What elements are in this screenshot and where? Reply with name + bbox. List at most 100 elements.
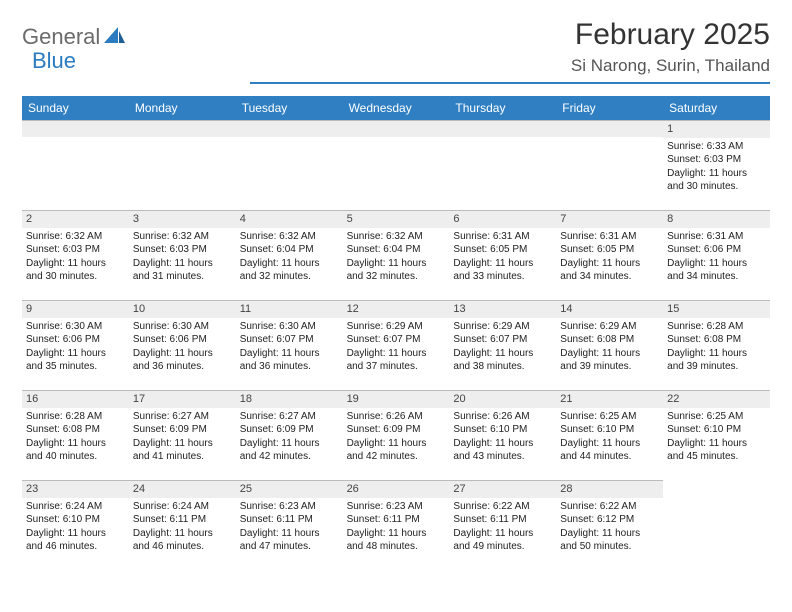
sunrise-line: Sunrise: 6:31 AM [667, 230, 766, 244]
sunset-line: Sunset: 6:05 PM [453, 243, 552, 257]
empty-cell [449, 120, 556, 210]
day-body: Sunrise: 6:22 AMSunset: 6:11 PMDaylight:… [449, 498, 556, 558]
day-cell: 9Sunrise: 6:30 AMSunset: 6:06 PMDaylight… [22, 300, 129, 390]
sunrise-line: Sunrise: 6:33 AM [667, 140, 766, 154]
sunrise-line: Sunrise: 6:23 AM [240, 500, 339, 514]
sunrise-line: Sunrise: 6:32 AM [240, 230, 339, 244]
day-cell: 6Sunrise: 6:31 AMSunset: 6:05 PMDaylight… [449, 210, 556, 300]
daylight-line: Daylight: 11 hours and 32 minutes. [347, 257, 446, 284]
day-cell: 27Sunrise: 6:22 AMSunset: 6:11 PMDayligh… [449, 480, 556, 570]
sunset-line: Sunset: 6:07 PM [453, 333, 552, 347]
sunrise-line: Sunrise: 6:32 AM [26, 230, 125, 244]
day-body: Sunrise: 6:29 AMSunset: 6:08 PMDaylight:… [556, 318, 663, 378]
day-cell: 11Sunrise: 6:30 AMSunset: 6:07 PMDayligh… [236, 300, 343, 390]
sunrise-line: Sunrise: 6:30 AM [240, 320, 339, 334]
day-number: 24 [129, 481, 236, 498]
day-number: 6 [449, 211, 556, 228]
title-block: February 2025 Si Narong, Surin, Thailand [250, 18, 770, 84]
daylight-line: Daylight: 11 hours and 34 minutes. [560, 257, 659, 284]
day-cell: 26Sunrise: 6:23 AMSunset: 6:11 PMDayligh… [343, 480, 450, 570]
sunset-line: Sunset: 6:08 PM [667, 333, 766, 347]
day-number: 10 [129, 301, 236, 318]
day-cell: 25Sunrise: 6:23 AMSunset: 6:11 PMDayligh… [236, 480, 343, 570]
sunrise-line: Sunrise: 6:27 AM [240, 410, 339, 424]
day-cell: 28Sunrise: 6:22 AMSunset: 6:12 PMDayligh… [556, 480, 663, 570]
daylight-line: Daylight: 11 hours and 32 minutes. [240, 257, 339, 284]
day-header-monday: Monday [129, 96, 236, 120]
sunset-line: Sunset: 6:03 PM [133, 243, 232, 257]
day-number: 20 [449, 391, 556, 408]
day-cell: 24Sunrise: 6:24 AMSunset: 6:11 PMDayligh… [129, 480, 236, 570]
daylight-line: Daylight: 11 hours and 42 minutes. [240, 437, 339, 464]
day-body: Sunrise: 6:28 AMSunset: 6:08 PMDaylight:… [22, 408, 129, 468]
sunset-line: Sunset: 6:09 PM [347, 423, 446, 437]
daylight-line: Daylight: 11 hours and 50 minutes. [560, 527, 659, 554]
sunset-line: Sunset: 6:10 PM [26, 513, 125, 527]
sunrise-line: Sunrise: 6:24 AM [133, 500, 232, 514]
sunrise-line: Sunrise: 6:26 AM [347, 410, 446, 424]
daylight-line: Daylight: 11 hours and 35 minutes. [26, 347, 125, 374]
day-number: 19 [343, 391, 450, 408]
sunset-line: Sunset: 6:10 PM [560, 423, 659, 437]
day-header-friday: Friday [556, 96, 663, 120]
sunset-line: Sunset: 6:04 PM [240, 243, 339, 257]
day-cell: 13Sunrise: 6:29 AMSunset: 6:07 PMDayligh… [449, 300, 556, 390]
day-body: Sunrise: 6:31 AMSunset: 6:06 PMDaylight:… [663, 228, 770, 288]
day-body: Sunrise: 6:33 AMSunset: 6:03 PMDaylight:… [663, 138, 770, 198]
daylight-line: Daylight: 11 hours and 34 minutes. [667, 257, 766, 284]
day-number: 28 [556, 481, 663, 498]
day-cell: 15 Sunrise: 6:28 AMSunset: 6:08 PMDayligh… [663, 300, 770, 390]
day-header-tuesday: Tuesday [236, 96, 343, 120]
daylight-line: Daylight: 11 hours and 39 minutes. [667, 347, 766, 374]
day-number: 21 [556, 391, 663, 408]
sunset-line: Sunset: 6:06 PM [133, 333, 232, 347]
day-number: 4 [236, 211, 343, 228]
day-header-saturday: Saturday [663, 96, 770, 120]
sunrise-line: Sunrise: 6:22 AM [453, 500, 552, 514]
daylight-line: Daylight: 11 hours and 33 minutes. [453, 257, 552, 284]
sunset-line: Sunset: 6:07 PM [240, 333, 339, 347]
daylight-line: Daylight: 11 hours and 38 minutes. [453, 347, 552, 374]
daylight-line: Daylight: 11 hours and 46 minutes. [26, 527, 125, 554]
day-body: Sunrise: 6:29 AMSunset: 6:07 PMDaylight:… [449, 318, 556, 378]
day-number: 26 [343, 481, 450, 498]
day-cell: 18Sunrise: 6:27 AMSunset: 6:09 PMDayligh… [236, 390, 343, 480]
sunrise-line: Sunrise: 6:31 AM [453, 230, 552, 244]
location-label: Si Narong, Surin, Thailand [250, 56, 770, 84]
daylight-line: Daylight: 11 hours and 30 minutes. [26, 257, 125, 284]
daylight-line: Daylight: 11 hours and 44 minutes. [560, 437, 659, 464]
sunrise-line: Sunrise: 6:28 AM [667, 320, 766, 334]
daylight-line: Daylight: 11 hours and 48 minutes. [347, 527, 446, 554]
day-cell: 4 Sunrise: 6:32 AMSunset: 6:04 PMDaylight… [236, 210, 343, 300]
calendar-grid: SundayMondayTuesdayWednesdayThursdayFrid… [22, 96, 770, 570]
empty-cell [556, 120, 663, 210]
day-number: 9 [22, 301, 129, 318]
sunset-line: Sunset: 6:03 PM [667, 153, 766, 167]
sunset-line: Sunset: 6:11 PM [347, 513, 446, 527]
day-body: Sunrise: 6:30 AMSunset: 6:06 PMDaylight:… [22, 318, 129, 378]
day-body: Sunrise: 6:31 AMSunset: 6:05 PMDaylight:… [449, 228, 556, 288]
day-cell: 17Sunrise: 6:27 AMSunset: 6:09 PMDayligh… [129, 390, 236, 480]
sunset-line: Sunset: 6:03 PM [26, 243, 125, 257]
daylight-line: Daylight: 11 hours and 31 minutes. [133, 257, 232, 284]
header: General February 2025 Si Narong, Surin, … [22, 18, 770, 84]
day-number: 15 [663, 301, 770, 318]
daylight-line: Daylight: 11 hours and 39 minutes. [560, 347, 659, 374]
sunrise-line: Sunrise: 6:24 AM [26, 500, 125, 514]
daylight-line: Daylight: 11 hours and 43 minutes. [453, 437, 552, 464]
sunset-line: Sunset: 6:11 PM [453, 513, 552, 527]
sunset-line: Sunset: 6:10 PM [667, 423, 766, 437]
daylight-line: Daylight: 11 hours and 42 minutes. [347, 437, 446, 464]
day-cell: 20Sunrise: 6:26 AMSunset: 6:10 PMDayligh… [449, 390, 556, 480]
sunrise-line: Sunrise: 6:25 AM [560, 410, 659, 424]
day-cell: 1Sunrise: 6:33 AMSunset: 6:03 PMDaylight… [663, 120, 770, 210]
daynum-empty [236, 121, 343, 137]
day-body: Sunrise: 6:25 AMSunset: 6:10 PMDaylight:… [556, 408, 663, 468]
day-cell: 21Sunrise: 6:25 AMSunset: 6:10 PMDayligh… [556, 390, 663, 480]
daynum-empty [449, 121, 556, 137]
day-number: 27 [449, 481, 556, 498]
sunrise-line: Sunrise: 6:28 AM [26, 410, 125, 424]
day-body: Sunrise: 6:30 AMSunset: 6:07 PMDaylight:… [236, 318, 343, 378]
sunset-line: Sunset: 6:11 PM [133, 513, 232, 527]
logo-sail-icon [104, 26, 126, 49]
